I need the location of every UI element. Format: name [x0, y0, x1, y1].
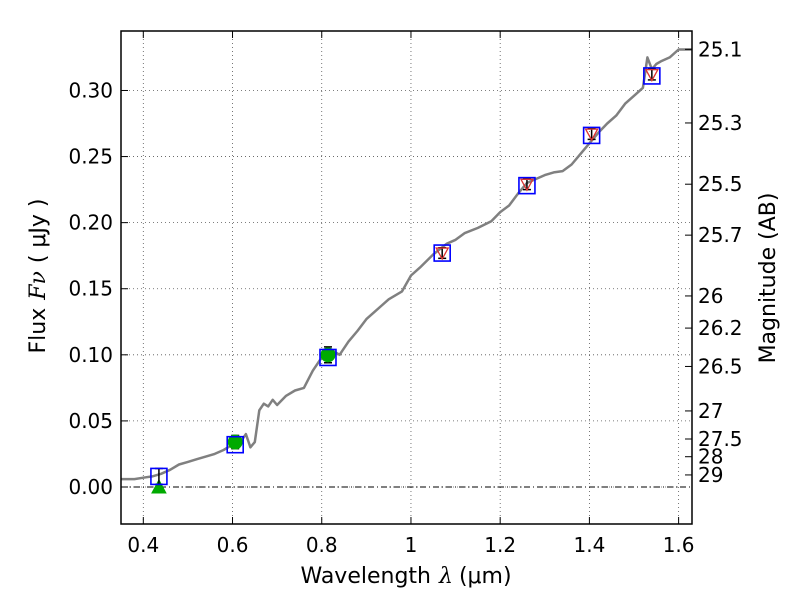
triangle-up-marker	[151, 478, 167, 494]
circle-marker	[227, 434, 243, 450]
triangle-down-marker	[435, 247, 450, 261]
x-label-unit: (μm)	[459, 564, 512, 589]
mag-tick-label: 26.2	[698, 316, 743, 340]
square-marker	[433, 244, 451, 262]
y-tick-label: 0.05	[68, 409, 113, 433]
square-marker	[643, 67, 661, 85]
y-label-symbol: Fν	[26, 271, 51, 301]
x-tick-label: 0.8	[306, 533, 338, 557]
x-tick-label: 1.6	[663, 533, 695, 557]
series-group	[435, 68, 659, 261]
mag-tick-label: 25.7	[698, 223, 743, 247]
square-marker	[150, 467, 168, 486]
y-tick-label: 0.15	[68, 277, 113, 301]
plot-frame	[120, 30, 693, 525]
y-tick-label: 0.20	[68, 211, 113, 235]
x-tick-label: 0.6	[217, 533, 249, 557]
circle-marker	[320, 347, 336, 363]
x-axis-label: Wavelength λ (μm)	[300, 564, 511, 589]
mag-tick-label: 29	[698, 463, 723, 487]
x-tick-label: 1.4	[573, 533, 605, 557]
mag-tick-label: 27	[698, 399, 723, 423]
y-label-unit: ( μJy )	[26, 198, 51, 263]
y-tick-label: 0.25	[68, 145, 113, 169]
x-tick-label: 0.4	[127, 533, 159, 557]
y2-axis-label: Magnitude (AB)	[756, 193, 781, 364]
square-marker	[582, 126, 601, 145]
square-marker	[226, 435, 244, 454]
triangle-down-marker	[584, 128, 599, 142]
x-tick-label: 1	[405, 533, 418, 557]
triangle-down-marker	[644, 68, 659, 82]
y-tick-label: 0.30	[68, 78, 113, 102]
series-group	[151, 346, 336, 494]
x-label-prefix: Wavelength	[300, 564, 431, 589]
square-marker	[319, 348, 337, 367]
x-label-symbol: λ	[438, 564, 453, 589]
y-axis: 0.00 0.05 0.10 0.15 0.20 0.25 0.30	[68, 78, 128, 499]
mag-tick-label: 26.5	[698, 354, 743, 378]
mag-tick-label: 25.1	[698, 37, 743, 61]
square-marker	[518, 176, 536, 195]
mag-tick-label: 25.3	[698, 111, 743, 135]
y-axis-label: Flux Fν ( μJy )	[26, 198, 51, 353]
y-tick-label: 0.00	[68, 475, 113, 499]
triangle-down-marker	[519, 178, 535, 192]
mag-tick-label: 27.5	[698, 427, 743, 451]
grid-lines	[121, 31, 692, 524]
y-label-prefix: Flux	[26, 308, 51, 354]
model-spectrum-line	[121, 48, 692, 481]
y-tick-label: 0.10	[68, 343, 113, 367]
mag-tick-label: 28	[698, 445, 723, 469]
x-axis: 0.4 0.6 0.8 1 1.2 1.4 1.6	[127, 31, 695, 557]
mag-tick-label: 25.5	[698, 172, 743, 196]
plot-area	[121, 48, 692, 494]
mag-tick-label: 26	[698, 284, 723, 308]
series-group	[150, 67, 661, 486]
x-tick-label: 1.2	[484, 533, 516, 557]
